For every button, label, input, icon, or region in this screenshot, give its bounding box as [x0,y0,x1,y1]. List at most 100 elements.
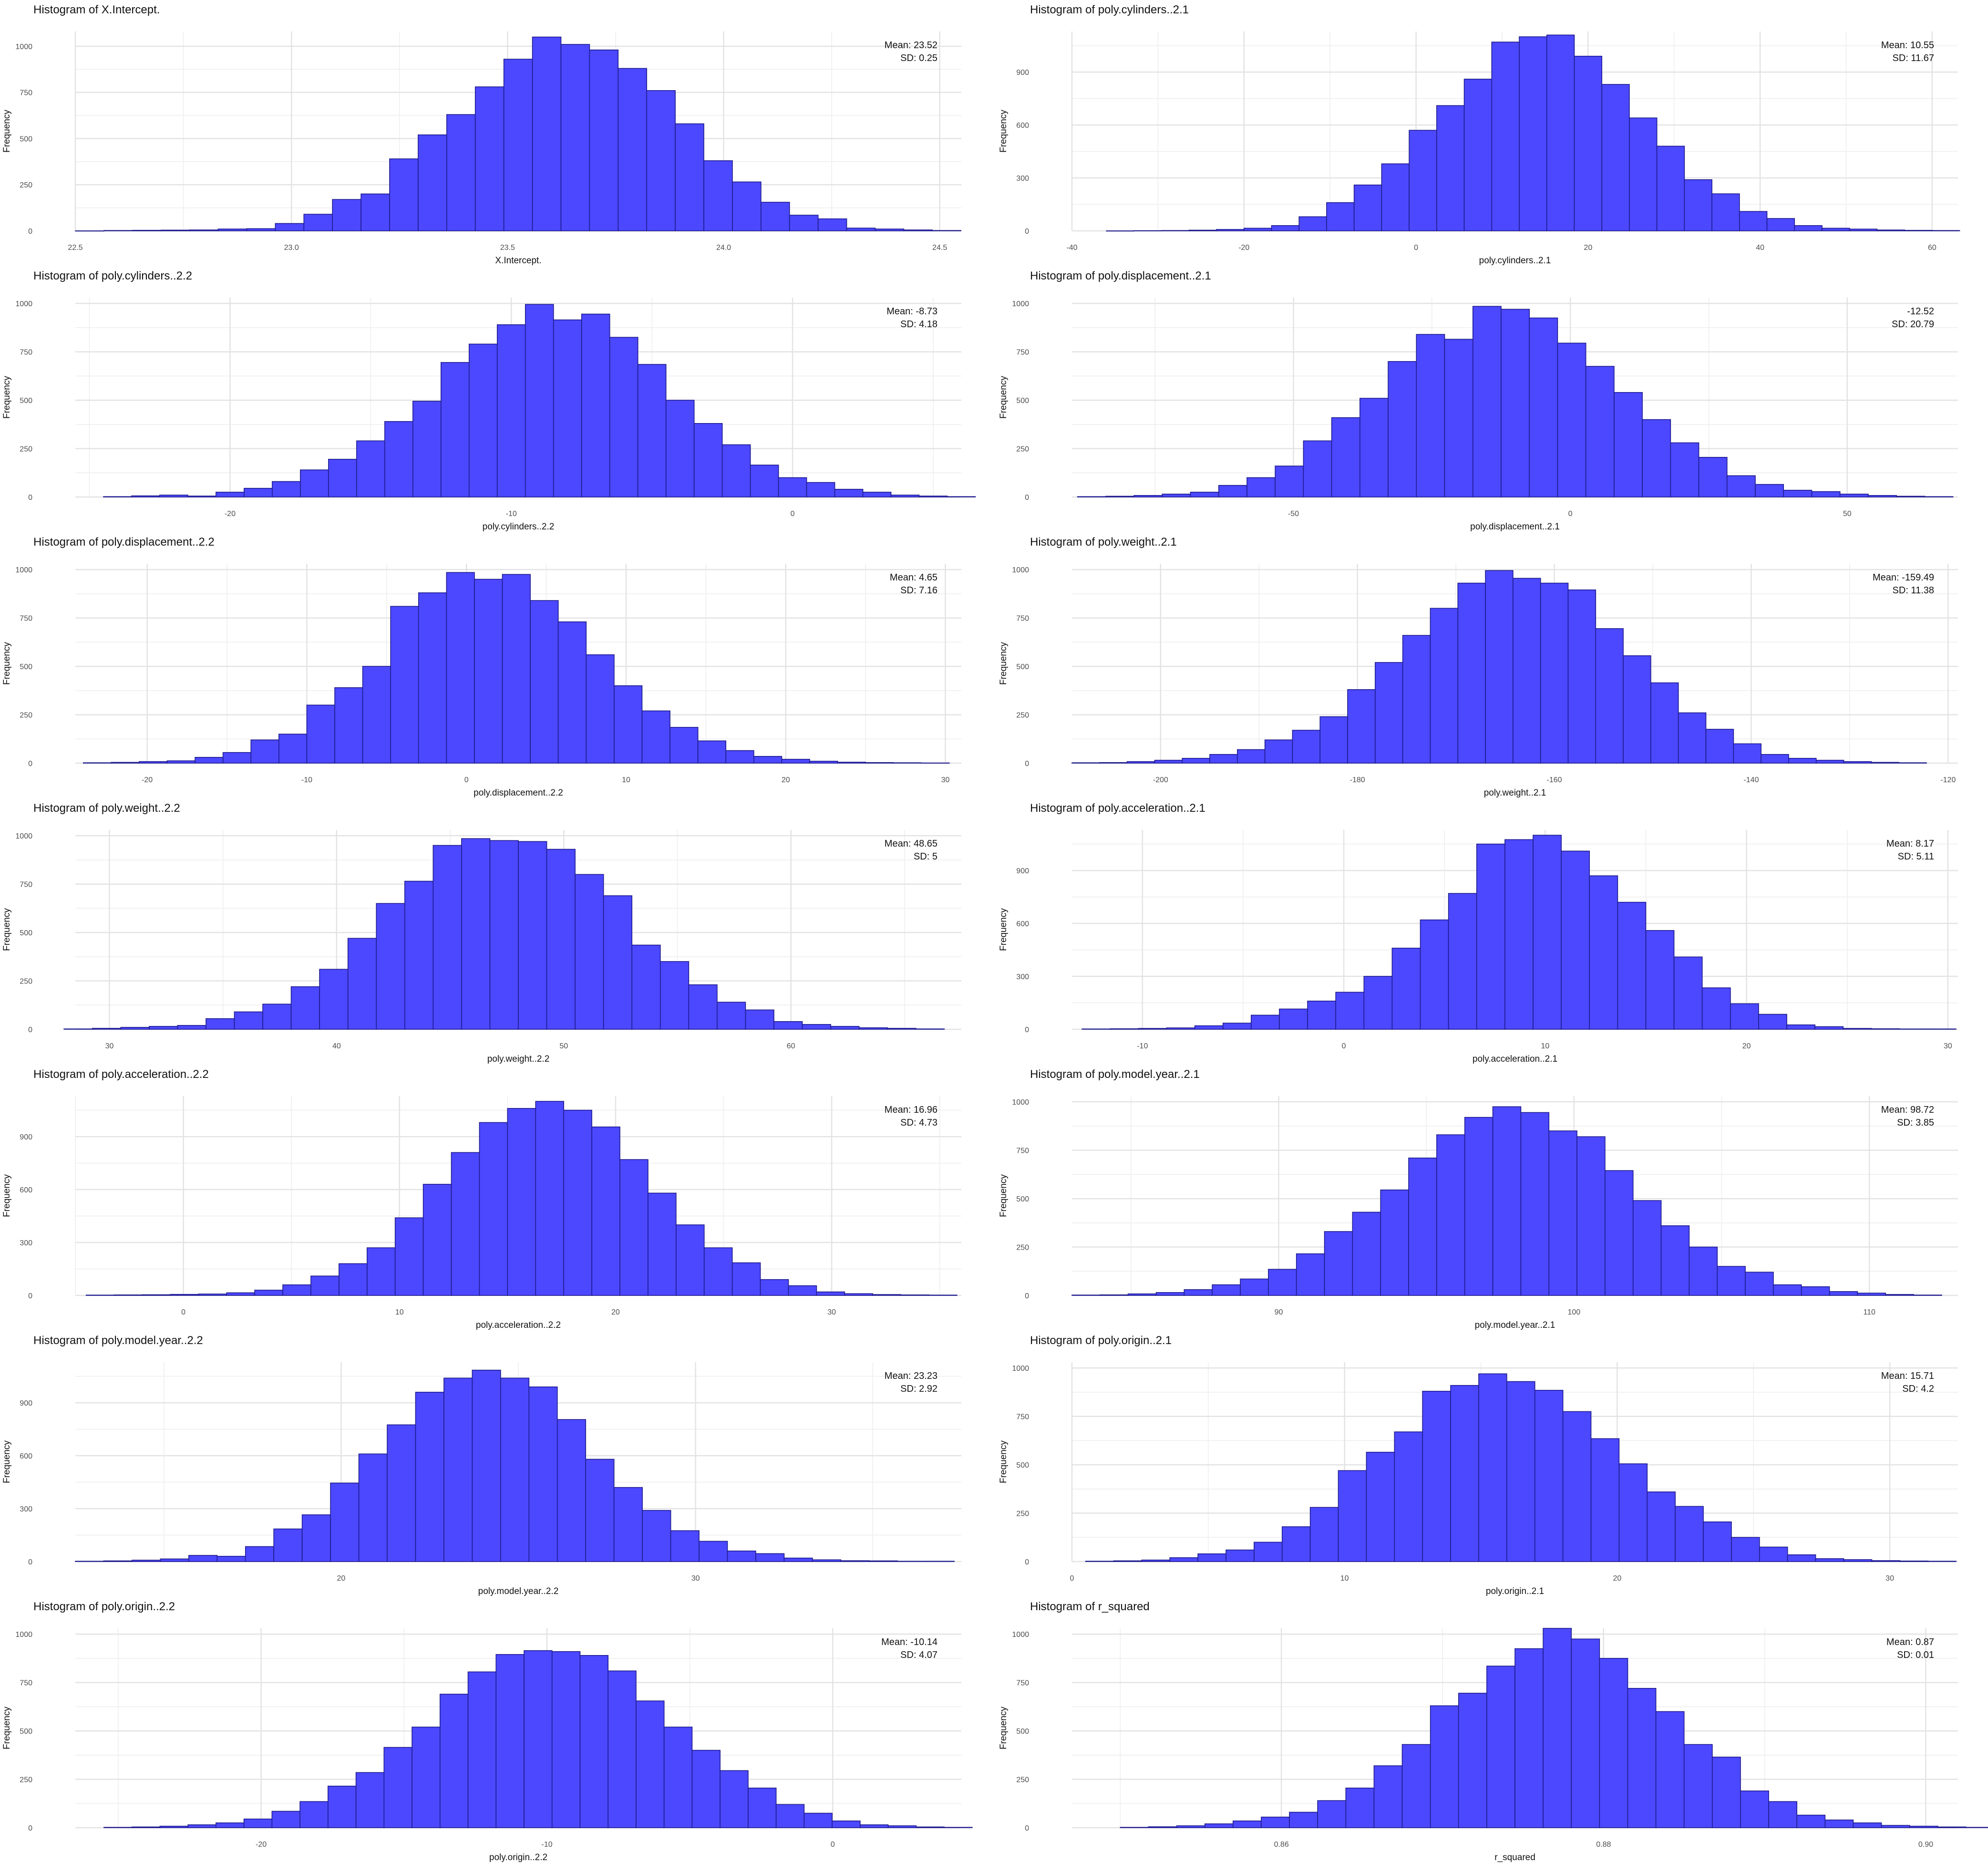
histogram-bar [1478,1373,1507,1562]
histogram-bar [1326,202,1355,231]
chart-title: Histogram of poly.cylinders..2.1 [1030,3,1189,16]
histogram-bar [1567,589,1597,764]
histogram-bar [717,1002,746,1030]
x-tick-label: -140 [1743,776,1759,784]
stats-annotation: Mean: 23.52 SD: 0.25 [885,40,937,63]
y-axis-ticks: 0 300 600 900 [20,1399,32,1566]
x-tick-label: 0.88 [1596,1841,1611,1849]
histogram-bar [418,134,447,231]
y-tick-label: 500 [20,135,32,143]
histogram-bar [642,1510,671,1562]
histogram-bars [85,1101,958,1296]
histogram-bar [461,838,491,1030]
x-tick-label: -10 [506,510,517,518]
histogram-bar [1683,1744,1713,1828]
histogram-bar [422,1184,452,1296]
y-tick-label: 0 [28,760,32,768]
histogram-bar [560,44,590,231]
histogram-bar [720,1770,749,1828]
histogram-bars [75,36,961,232]
histogram-bar [1794,225,1823,231]
histogram-bar [1632,1200,1662,1296]
x-axis-label: poly.acceleration..2.2 [476,1320,561,1330]
histogram-bar [290,986,320,1030]
mean-label: Mean: 15.71 [1881,1371,1934,1381]
histogram-bar [1353,185,1382,231]
histogram-bars [1120,1628,1988,1828]
histogram-bar [1491,41,1520,231]
histogram-bar [75,1561,104,1562]
y-tick-label: 500 [20,663,32,671]
histogram-bar [1501,309,1530,497]
x-tick-label: -160 [1547,776,1562,784]
histogram-bar [1871,1560,1901,1562]
x-tick-label: -180 [1350,776,1365,784]
histogram-bars [1085,1373,1957,1562]
y-tick-label: 750 [1016,349,1029,357]
histogram-bar [789,215,819,231]
histogram-bar [1796,1814,1826,1828]
histogram-bar [1703,1521,1732,1562]
histogram-bar [1138,1028,1167,1030]
histogram-bar [489,840,519,1030]
histogram-bar [389,158,419,231]
y-tick-label: 1000 [15,1631,32,1639]
histogram-bar [1655,1711,1685,1828]
histogram-panel: 30 40 50 60 0 250 500 750 1000 Histogram of poly.… [2,802,961,1064]
x-tick-label: 0 [1568,510,1573,518]
histogram-bar [1966,1827,1988,1828]
x-axis-label: poly.acceleration..2.1 [1473,1054,1557,1064]
histogram-bar [1292,730,1321,764]
x-axis-label: poly.model.year..2.1 [1475,1320,1555,1330]
histogram-bar [1148,1826,1177,1828]
x-tick-label: 0.86 [1274,1841,1289,1849]
x-tick-label: 60 [787,1042,795,1050]
x-tick-label: 30 [941,776,950,784]
x-axis-label: poly.weight..2.1 [1484,788,1546,798]
x-tick-label: -10 [541,1841,552,1849]
histogram-bar [830,1026,860,1030]
histogram-bar [1347,689,1376,764]
histogram-bar [467,1671,497,1828]
histogram-bar [727,1551,756,1562]
histogram-bar [1739,211,1768,231]
histogram-bar [361,193,390,231]
x-axis-ticks: 0.86 0.88 0.90 [1274,1841,1934,1849]
histogram-bar [1815,1558,1844,1562]
histogram-bar [328,459,357,497]
histogram-bar [206,1018,235,1030]
y-tick-label: 900 [1016,867,1029,875]
histogram-bar [1726,475,1756,497]
chart-title: Histogram of poly.cylinders..2.2 [33,269,192,282]
histogram-bar [1391,948,1421,1030]
y-tick-label: 600 [1016,920,1029,928]
histogram-panel: -200 -180 -160 -140 -120 0 250 500 750 1000 Histog… [999,536,1958,798]
sd-label: SD: 4.2 [1902,1384,1934,1394]
chart-title: Histogram of poly.displacement..2.1 [1030,269,1211,282]
histogram-bar [1673,956,1703,1030]
histogram-panel: 22.5 23.0 23.5 24.0 24.5 0 250 500 750 1000 Histog… [2,3,961,266]
x-tick-label: 40 [1756,244,1764,252]
y-tick-label: 0 [28,1558,32,1566]
histogram-bar [376,903,405,1030]
y-tick-label: 250 [20,445,32,454]
histogram-bar [648,1192,677,1296]
x-tick-label: 20 [1584,244,1592,252]
histogram-bar [217,228,247,231]
sd-label: SD: 2.92 [900,1384,937,1394]
histogram-bar [1188,229,1217,231]
y-axis-ticks: 0 250 500 750 1000 [1012,1365,1029,1566]
y-axis-ticks: 0 250 500 750 1000 [1012,1098,1029,1300]
histogram-bar [1212,1284,1241,1296]
histogram-bar [306,704,335,764]
histogram-bar [579,1655,608,1828]
histogram-bar [366,1247,396,1296]
histogram-bar [1113,1560,1143,1562]
y-tick-label: 1000 [15,300,32,308]
histogram-bar [1182,758,1210,764]
mean-label: Mean: 4.65 [890,572,937,583]
histogram-bar [788,1285,817,1296]
histogram-bar [1166,1027,1195,1030]
